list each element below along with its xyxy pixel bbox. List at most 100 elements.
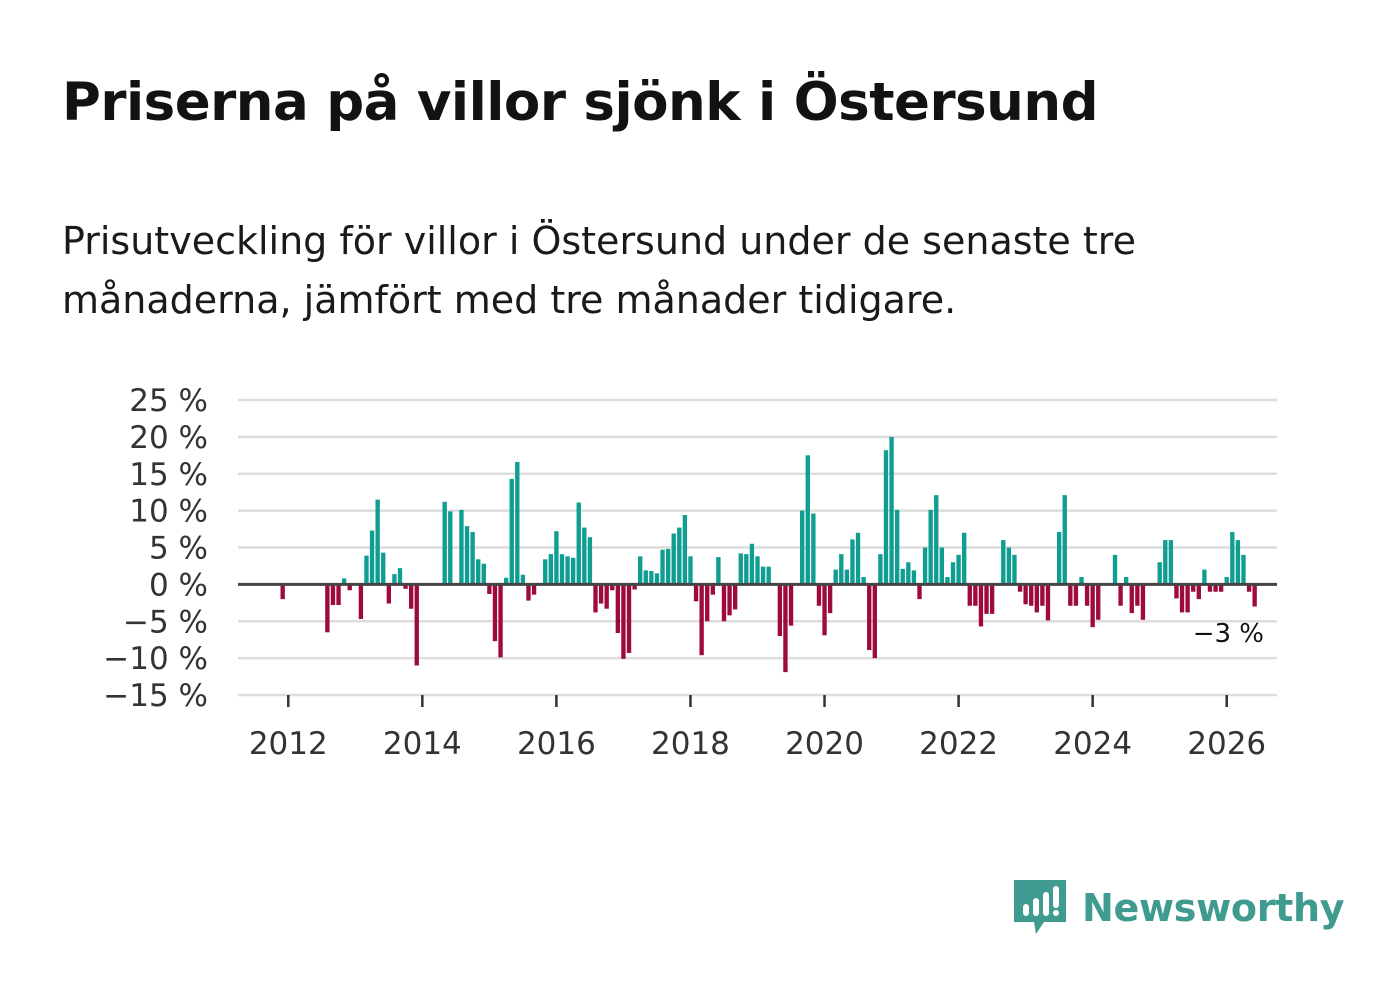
bar xyxy=(1202,569,1207,585)
bar xyxy=(727,584,732,616)
bar xyxy=(738,553,743,585)
bar xyxy=(844,569,850,585)
y-axis-ticks: 25 %20 %15 %10 %5 %0 %−5 %−10 %−15 % xyxy=(103,383,208,714)
bar xyxy=(408,584,414,609)
bar xyxy=(721,584,727,622)
bar xyxy=(855,532,861,585)
bar xyxy=(336,584,341,606)
bar xyxy=(833,569,838,585)
bar xyxy=(565,556,570,585)
bar xyxy=(1017,584,1023,592)
bar xyxy=(1246,584,1252,592)
bar xyxy=(1112,554,1118,585)
bar xyxy=(341,578,347,585)
x-tick-label: 2024 xyxy=(1053,726,1132,762)
bar xyxy=(649,571,654,585)
bar xyxy=(364,555,369,585)
bar xyxy=(448,511,453,585)
bar xyxy=(1118,584,1123,606)
bar xyxy=(470,532,475,585)
bar xyxy=(777,584,783,636)
bar xyxy=(1157,562,1162,585)
bar xyxy=(1218,584,1224,592)
bar xyxy=(1056,532,1062,585)
bar xyxy=(1185,584,1190,613)
bar xyxy=(688,556,693,585)
bar xyxy=(626,584,632,653)
bar xyxy=(760,566,766,585)
bar xyxy=(894,509,900,585)
x-tick-label: 2018 xyxy=(651,726,730,762)
y-tick-label: 15 % xyxy=(129,457,208,493)
bar xyxy=(1252,584,1257,607)
bar xyxy=(1040,584,1045,606)
bar xyxy=(414,584,419,666)
bar xyxy=(962,532,967,585)
bar xyxy=(1230,532,1235,585)
bar xyxy=(1235,540,1241,585)
bar xyxy=(369,530,375,585)
bar xyxy=(464,526,470,585)
bar xyxy=(950,562,956,585)
bar xyxy=(811,513,816,585)
bar xyxy=(850,539,855,585)
bar xyxy=(911,570,917,585)
bar xyxy=(1006,547,1012,585)
bar xyxy=(699,584,704,656)
x-tick-label: 2012 xyxy=(249,726,328,762)
bar xyxy=(381,552,386,585)
bar xyxy=(1012,554,1017,585)
bar xyxy=(392,574,397,585)
bar xyxy=(800,510,805,585)
bar xyxy=(442,501,447,585)
bar xyxy=(827,584,833,614)
x-axis-ticks: 2012 2014 2016 2018 2020 2022 2024 2026 xyxy=(249,695,1266,762)
bar xyxy=(878,554,883,585)
bar xyxy=(615,584,621,634)
bar xyxy=(621,584,626,659)
bar xyxy=(710,584,715,595)
bar xyxy=(604,584,609,609)
chart-bubble-icon xyxy=(1014,880,1066,934)
bar xyxy=(587,537,593,585)
bar xyxy=(660,549,665,585)
gridlines xyxy=(238,398,1277,697)
bar xyxy=(397,568,403,585)
bar xyxy=(593,584,598,613)
brand-name: Newsworthy xyxy=(1082,886,1345,930)
bars xyxy=(280,436,1257,673)
bar xyxy=(861,577,866,585)
bar xyxy=(978,584,984,627)
bar xyxy=(632,584,637,590)
bar xyxy=(1001,540,1006,585)
brand-logo: Newsworthy xyxy=(1010,876,1345,940)
bar xyxy=(883,450,889,585)
bar xyxy=(1174,584,1179,599)
bar xyxy=(548,554,553,585)
bar xyxy=(347,584,352,591)
bar xyxy=(677,527,682,585)
bar xyxy=(515,461,520,585)
bar xyxy=(1068,584,1073,606)
bar xyxy=(386,584,392,604)
bar xyxy=(1163,540,1168,585)
bar xyxy=(766,566,771,585)
bar xyxy=(984,584,989,614)
bar xyxy=(816,584,822,606)
annotations: −3 % xyxy=(1193,619,1264,649)
bar xyxy=(872,584,877,659)
bar xyxy=(638,556,643,585)
bar xyxy=(1196,584,1201,600)
bar xyxy=(610,584,615,591)
bar xyxy=(783,584,788,673)
bar xyxy=(481,563,486,585)
bar xyxy=(1090,584,1095,628)
bar xyxy=(1079,577,1084,585)
y-tick-label: 5 % xyxy=(149,531,208,567)
bar xyxy=(928,509,933,585)
bar xyxy=(665,548,671,585)
x-tick-label: 2020 xyxy=(785,726,864,762)
y-tick-label: −5 % xyxy=(123,604,208,640)
bar xyxy=(358,584,364,620)
